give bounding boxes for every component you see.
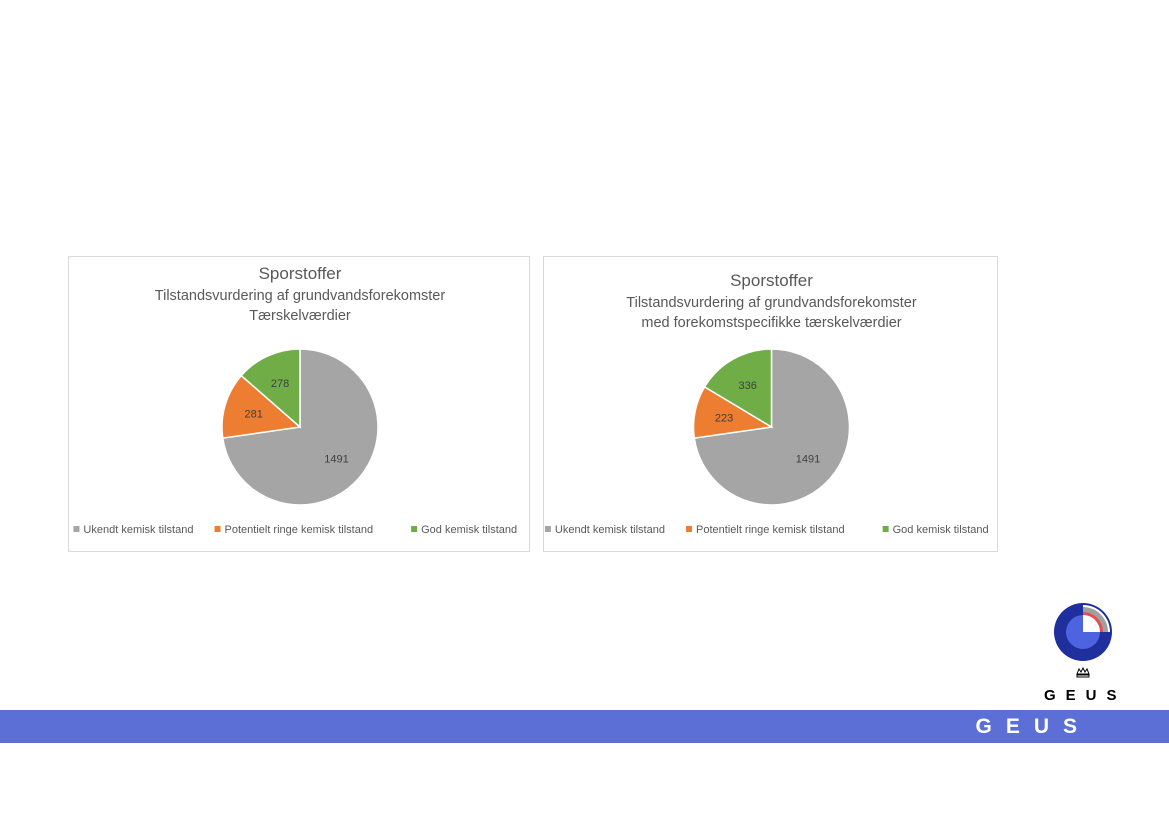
legend-item-2: God kemisk tilstand (893, 524, 989, 536)
chart-subtitle: Tilstandsvurdering af grundvandsforekoms… (155, 288, 446, 304)
pie-slice-2 (703, 348, 773, 429)
logo-text: GEUS (1044, 687, 1127, 704)
legend-item-1: Potentielt ringe kemisk tilstand (225, 524, 374, 536)
legend-swatch-2 (411, 526, 418, 532)
pie-chart-1: Sporstoffer Tilstandsvurdering af grundva… (73, 264, 517, 536)
legend-swatch-1 (686, 526, 693, 532)
slice-label-1: 281 (244, 408, 262, 420)
pie-slice-1 (221, 374, 302, 439)
legend-swatch-2 (882, 526, 889, 532)
chart-title: Sporstoffer (259, 264, 342, 283)
crown-icon (1076, 666, 1090, 678)
legend-swatch-0 (73, 526, 80, 532)
chart-title: Sporstoffer (730, 271, 813, 290)
legend-item-0: Ukendt kemisk tilstand (555, 524, 665, 536)
footer-brand: GEUS (975, 715, 1091, 738)
chart-card-2: Sporstoffer Tilstandsvurdering af grundva… (543, 256, 998, 552)
legend-item-1: Potentielt ringe kemisk tilstand (696, 524, 845, 536)
legend-swatch-0 (544, 526, 551, 532)
geus-logo (1040, 600, 1130, 706)
chart-subtitle: med forekomstspecifikke tærskelværdier (641, 315, 901, 331)
pie-slice-2 (240, 348, 301, 429)
slice-label-2: 336 (739, 380, 757, 392)
slice-label-0: 1491 (324, 454, 348, 466)
slice-label-1: 223 (715, 412, 733, 424)
legend-item-0: Ukendt kemisk tilstand (83, 524, 193, 536)
legend-swatch-1 (214, 526, 221, 532)
footer-band: GEUS (0, 710, 1169, 743)
pie-chart-2: Sporstoffer Tilstandsvurdering af grundva… (544, 271, 989, 536)
legend-item-2: God kemisk tilstand (421, 524, 517, 536)
slice-label-0: 1491 (796, 454, 820, 466)
chart-card-1: Sporstoffer Tilstandsvurdering af grundva… (68, 256, 530, 552)
slice-label-2: 278 (271, 378, 289, 390)
chart-subtitle: Tilstandsvurdering af grundvandsforekoms… (626, 295, 917, 311)
chart-subtitle: Tærskelværdier (249, 308, 351, 324)
